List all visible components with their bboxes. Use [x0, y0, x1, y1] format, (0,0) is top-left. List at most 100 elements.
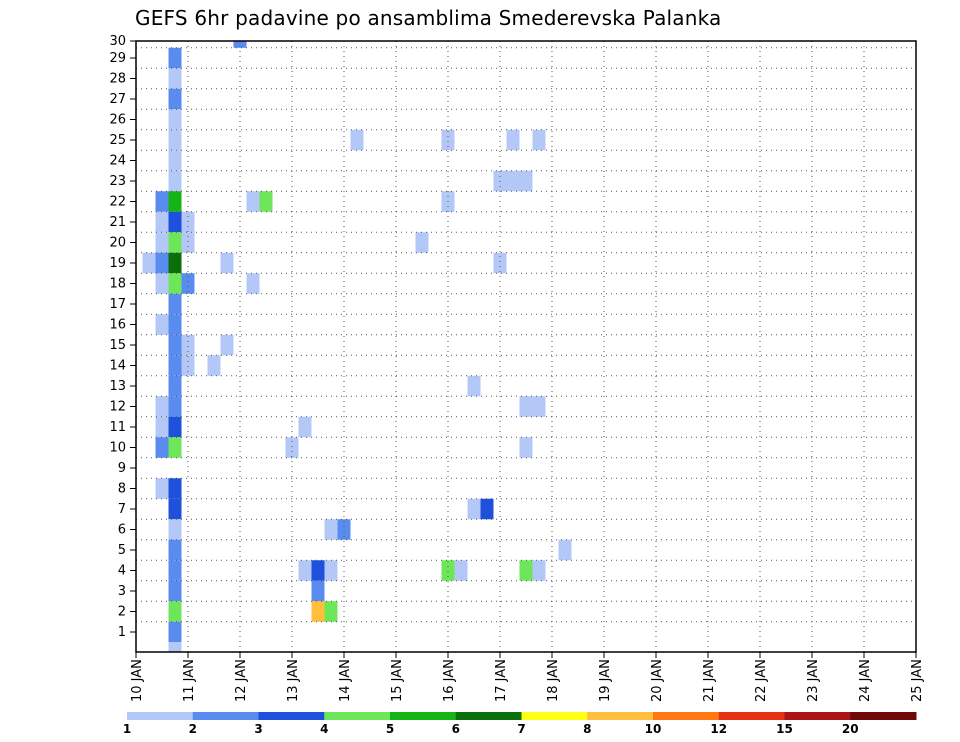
heatmap-cell [168, 314, 182, 335]
heatmap-cell [311, 560, 325, 581]
heatmap-cell [168, 416, 182, 438]
y-tick-label: 18 [109, 277, 126, 292]
heatmap-cell [467, 498, 481, 520]
plot-frame [135, 40, 917, 653]
chart-title: GEFS 6hr padavine po ansamblima Smederev… [135, 6, 722, 30]
x-tick-label: 20 JAN [650, 659, 665, 702]
heatmap-cell [155, 478, 169, 499]
heatmap-cell [480, 498, 494, 520]
x-tick-label: 25 JAN [910, 659, 925, 702]
y-tick-label: 11 [109, 420, 126, 435]
heatmap-cell [168, 478, 182, 499]
y-tick-label: 21 [109, 215, 126, 230]
x-tick-label: 14 JAN [338, 659, 353, 702]
colorbar-segment [127, 712, 194, 720]
heatmap-cell [519, 396, 533, 417]
heatmap-cell [324, 519, 338, 540]
heatmap-cell [181, 232, 195, 253]
heatmap-cell [324, 601, 338, 622]
colorbar-label: 6 [452, 722, 460, 736]
heatmap-cell [467, 375, 481, 397]
colorbar-label: 5 [386, 722, 394, 736]
y-tick-label: 5 [118, 543, 126, 558]
x-tick-label: 15 JAN [390, 659, 405, 702]
heatmap-cell [168, 498, 182, 520]
heatmap-cell [246, 273, 260, 294]
y-tick-label: 25 [109, 133, 126, 148]
heatmap-cell [168, 232, 182, 253]
y-tick-label: 8 [118, 482, 126, 497]
heatmap-cell [532, 560, 546, 581]
heatmap-cell [168, 396, 182, 417]
heatmap-cell [311, 601, 325, 622]
heatmap-cell [519, 170, 533, 192]
heatmap-cell [246, 191, 260, 212]
heatmap-cell [298, 416, 312, 438]
heatmap-cell [181, 355, 195, 376]
y-tick-label: 15 [109, 338, 126, 353]
heatmap-cell [155, 252, 169, 274]
y-tick-label: 28 [109, 72, 126, 87]
y-tick-label: 14 [109, 359, 126, 374]
heatmap-cell [155, 314, 169, 335]
heatmap-cell [181, 334, 195, 356]
colorbar-segment [258, 712, 325, 720]
heatmap-cell [519, 560, 533, 581]
colorbar-segment [390, 712, 457, 720]
heatmap-cell [155, 191, 169, 212]
heatmap-cell [168, 355, 182, 376]
heatmap-cell [350, 129, 364, 151]
heatmap-cell [168, 560, 182, 581]
y-tick-label: 10 [109, 441, 126, 456]
y-tick-label: 30 [109, 34, 126, 49]
y-tick-label: 26 [109, 113, 126, 128]
heatmap-cell [168, 601, 182, 622]
heatmap-cell [142, 252, 156, 274]
heatmap-cell [168, 252, 182, 274]
heatmap-cell [220, 334, 234, 356]
x-tick-label: 17 JAN [494, 659, 509, 702]
heatmap-cell [168, 109, 182, 130]
heatmap-cell [441, 560, 455, 581]
x-tick-label: 21 JAN [702, 659, 717, 702]
y-tick-label: 13 [109, 379, 126, 394]
x-tick-label: 18 JAN [546, 659, 561, 702]
y-tick-label: 1 [118, 625, 126, 640]
y-tick-label: 12 [109, 400, 126, 415]
x-tick-label: 24 JAN [858, 659, 873, 702]
heatmap-cell [168, 334, 182, 356]
y-tick-label: 24 [109, 154, 126, 169]
heatmap-cell [168, 47, 182, 69]
x-tick-label: 22 JAN [754, 659, 769, 702]
y-tick-label: 22 [109, 195, 126, 210]
x-tick-label: 19 JAN [598, 659, 613, 702]
colorbar-segment [455, 712, 522, 720]
heatmap-cell [259, 191, 273, 212]
x-tick-label: 13 JAN [286, 659, 301, 702]
heatmap-cell [532, 129, 546, 151]
heatmap-cell [168, 375, 182, 397]
colorbar-segment [784, 712, 851, 720]
heatmap-cell [285, 437, 299, 458]
colorbar-segment [192, 712, 259, 720]
y-tick-label: 20 [109, 236, 126, 251]
heatmap-cell [441, 129, 455, 151]
heatmap-cell [220, 252, 234, 274]
heatmap-cell [181, 273, 195, 294]
colorbar-segment [653, 712, 720, 720]
heatmap-cell [168, 170, 182, 192]
heatmap-cell [415, 232, 429, 253]
heatmap-cell [168, 580, 182, 602]
y-tick-label: 2 [118, 605, 126, 620]
y-tick-label: 7 [118, 502, 126, 517]
colorbar-label: 4 [320, 722, 328, 736]
heatmap-cell [168, 539, 182, 561]
colorbar-label: 20 [842, 722, 859, 736]
colorbar-label: 3 [254, 722, 262, 736]
x-tick-label: 12 JAN [234, 659, 249, 702]
heatmap-cell [311, 580, 325, 602]
y-tick-label: 16 [109, 318, 126, 333]
heatmap-cell [155, 437, 169, 458]
heatmap-cell [168, 68, 182, 89]
x-tick-label: 23 JAN [806, 659, 821, 702]
